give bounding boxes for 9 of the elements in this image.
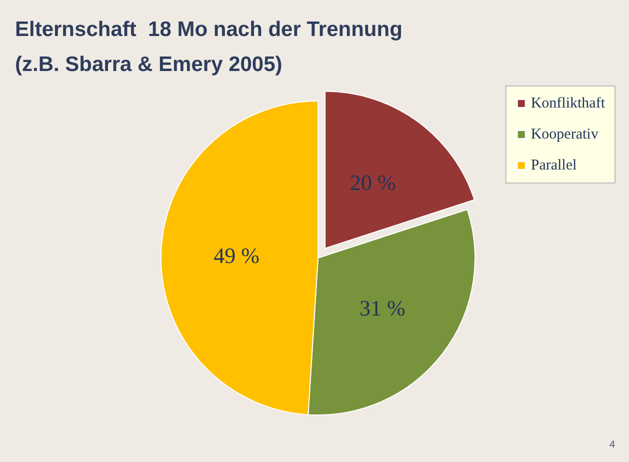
data-label: 20 % (350, 170, 396, 195)
text: 4 (609, 440, 616, 450)
legend-label: Parallel (530, 158, 577, 174)
chart-title: Elternschaft 18 Mo nach der Trennung (15, 18, 402, 41)
data-label: 31 % (359, 295, 406, 320)
legend-label: Konflikthaft (530, 96, 606, 112)
data-label: 49 % (214, 242, 260, 268)
chart-subtitle: (z.B. Sbarra & Emery 2005) (15, 53, 282, 76)
legend-label: Kooperativ (530, 126, 599, 142)
